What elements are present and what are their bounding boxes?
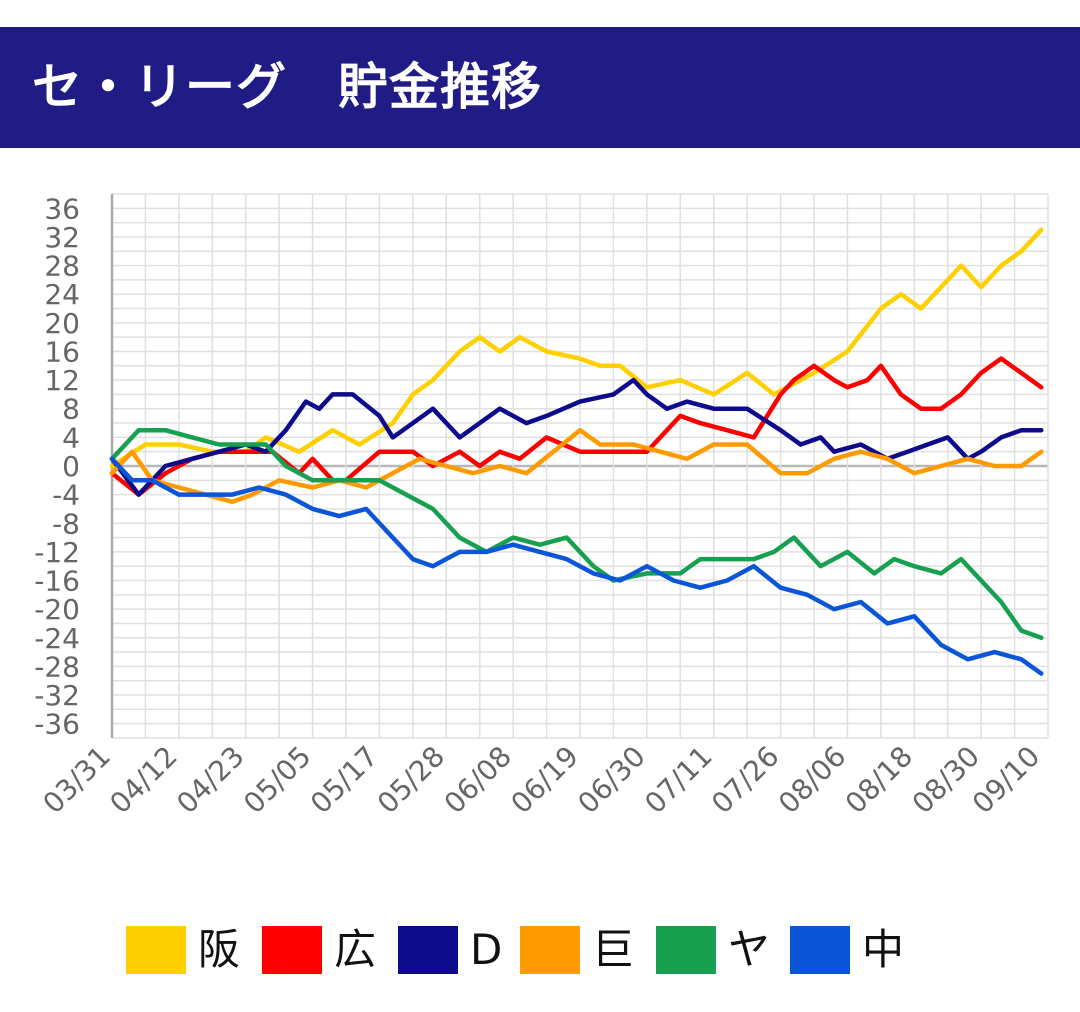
y-tick-label: 36 bbox=[44, 192, 80, 225]
y-tick-label: -8 bbox=[52, 507, 80, 540]
series-line-2 bbox=[109, 377, 1044, 497]
x-tick-label: 06/19 bbox=[505, 740, 585, 820]
series-line-0 bbox=[109, 227, 1044, 469]
y-tick-label: 32 bbox=[44, 221, 80, 254]
legend-label: 中 bbox=[862, 925, 905, 974]
x-tick-label: 05/05 bbox=[237, 740, 317, 820]
series-line-4 bbox=[109, 427, 1044, 641]
y-tick-label: 8 bbox=[62, 393, 80, 426]
series-line-1 bbox=[109, 356, 1044, 497]
x-tick-label: 04/12 bbox=[103, 740, 183, 820]
y-tick-label: 16 bbox=[44, 335, 80, 368]
y-tick-label: -12 bbox=[34, 536, 80, 569]
x-tick-label: 08/06 bbox=[772, 740, 852, 820]
y-tick-label: -28 bbox=[34, 650, 80, 683]
y-tick-label: -36 bbox=[34, 708, 80, 741]
y-tick-label: -32 bbox=[34, 679, 80, 712]
legend-label: 阪 bbox=[198, 925, 241, 974]
x-tick-label: 04/23 bbox=[170, 740, 250, 820]
legend-label: ヤ bbox=[728, 925, 771, 974]
legend-label: 広 bbox=[334, 925, 377, 974]
y-tick-label: 20 bbox=[44, 307, 80, 340]
y-tick-label: -20 bbox=[34, 593, 80, 626]
x-tick-label: 05/17 bbox=[304, 740, 384, 820]
legend-swatch bbox=[520, 926, 580, 974]
x-tick-label: 07/11 bbox=[638, 740, 718, 820]
x-tick-label: 05/28 bbox=[371, 740, 451, 820]
x-tick-label: 06/30 bbox=[571, 740, 651, 820]
y-tick-label: 0 bbox=[62, 450, 80, 483]
y-tick-label: 24 bbox=[44, 278, 80, 311]
y-tick-label: -4 bbox=[52, 479, 80, 512]
y-tick-label: -16 bbox=[34, 565, 80, 598]
page-title: セ・リーグ 貯金推移 bbox=[32, 58, 542, 116]
y-tick-label: -24 bbox=[34, 622, 80, 655]
legend-label: D bbox=[470, 925, 503, 974]
x-tick-label: 08/18 bbox=[839, 740, 919, 820]
y-tick-label: 12 bbox=[44, 364, 80, 397]
legend-swatch bbox=[262, 926, 322, 974]
series-line-3 bbox=[109, 427, 1044, 505]
x-tick-label: 06/08 bbox=[438, 740, 518, 820]
x-tick-label: 08/30 bbox=[906, 740, 986, 820]
legend-swatch bbox=[398, 926, 458, 974]
y-tick-label: 4 bbox=[62, 421, 80, 454]
legend-label: 巨 bbox=[592, 925, 635, 974]
line-chart: 36322824201612840-4-8-12-16-20-24-28-32-… bbox=[34, 192, 1049, 820]
legend-swatch bbox=[656, 926, 716, 974]
x-tick-label: 07/26 bbox=[705, 740, 785, 820]
x-tick-label: 09/10 bbox=[966, 740, 1046, 820]
x-tick-label: 03/31 bbox=[37, 740, 117, 820]
y-tick-label: 28 bbox=[44, 250, 80, 283]
legend-swatch bbox=[126, 926, 186, 974]
header-bar: セ・リーグ 貯金推移 bbox=[0, 27, 1080, 148]
legend-swatch bbox=[790, 926, 850, 974]
series-line-5 bbox=[109, 456, 1044, 676]
